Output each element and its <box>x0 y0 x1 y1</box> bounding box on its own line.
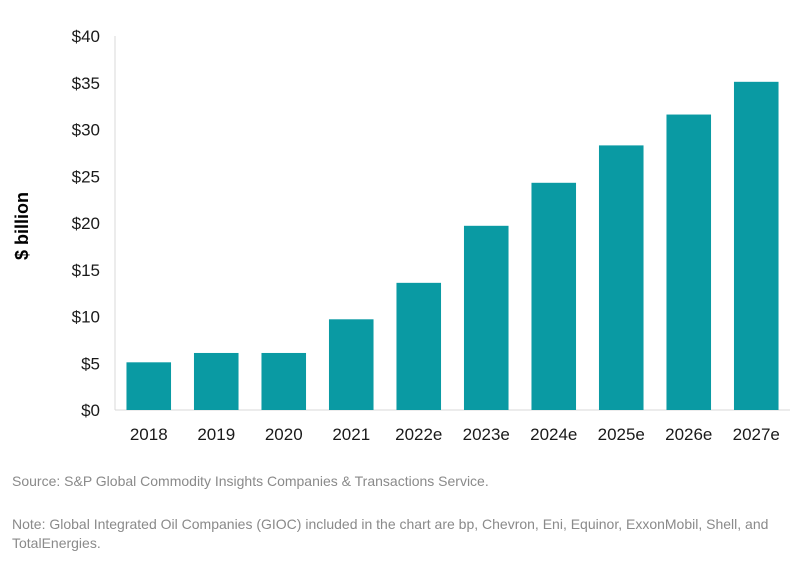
bar-2020 <box>261 352 307 410</box>
y-tick-label: $20 <box>72 214 100 233</box>
x-tick-label: 2018 <box>130 425 168 444</box>
bar-2026e <box>666 114 712 410</box>
x-tick-label: 2019 <box>197 425 235 444</box>
y-tick-label: $35 <box>72 74 100 93</box>
x-tick-label: 2023e <box>463 425 510 444</box>
y-tick-label: $15 <box>72 261 100 280</box>
footnote: Note: Global Integrated Oil Companies (G… <box>12 516 769 551</box>
bars <box>126 81 779 410</box>
bar-2019 <box>193 352 239 410</box>
source-note: Source: S&P Global Commodity Insights Co… <box>12 473 489 489</box>
bar-2022e <box>396 282 442 410</box>
bar-2023e <box>463 225 509 410</box>
x-tick-label: 2027e <box>733 425 780 444</box>
y-tick-label: $5 <box>81 354 100 373</box>
y-tick-label: $30 <box>72 121 100 140</box>
x-tick-label: 2020 <box>265 425 303 444</box>
x-tick-label: 2022e <box>395 425 442 444</box>
bar-2018 <box>126 362 172 410</box>
y-tick-label: $25 <box>72 167 100 186</box>
bar-2025e <box>598 145 644 410</box>
y-tick-label: $10 <box>72 308 100 327</box>
x-axis-ticks: 2018 2019 2020 2021 2022e 2023e 2024e 2025e 2026… <box>130 425 780 444</box>
x-tick-label: 2024e <box>530 425 577 444</box>
y-tick-label: $0 <box>81 401 100 420</box>
x-tick-label: 2021 <box>332 425 370 444</box>
y-axis-label: $ billion <box>12 192 32 260</box>
bar-2024e <box>531 182 577 410</box>
bar-2021 <box>328 319 374 410</box>
x-tick-label: 2025e <box>598 425 645 444</box>
bar-2027e <box>733 81 779 410</box>
bar-chart: $0$5$10$15$20$25$30$35$40 2018 2019 2020 20… <box>12 27 790 444</box>
x-tick-label: 2026e <box>665 425 712 444</box>
y-axis-ticks: $0 $5 $10 $15 $20 $25 $30 $35 $40 <box>72 27 100 420</box>
y-tick-label: $40 <box>72 27 100 46</box>
